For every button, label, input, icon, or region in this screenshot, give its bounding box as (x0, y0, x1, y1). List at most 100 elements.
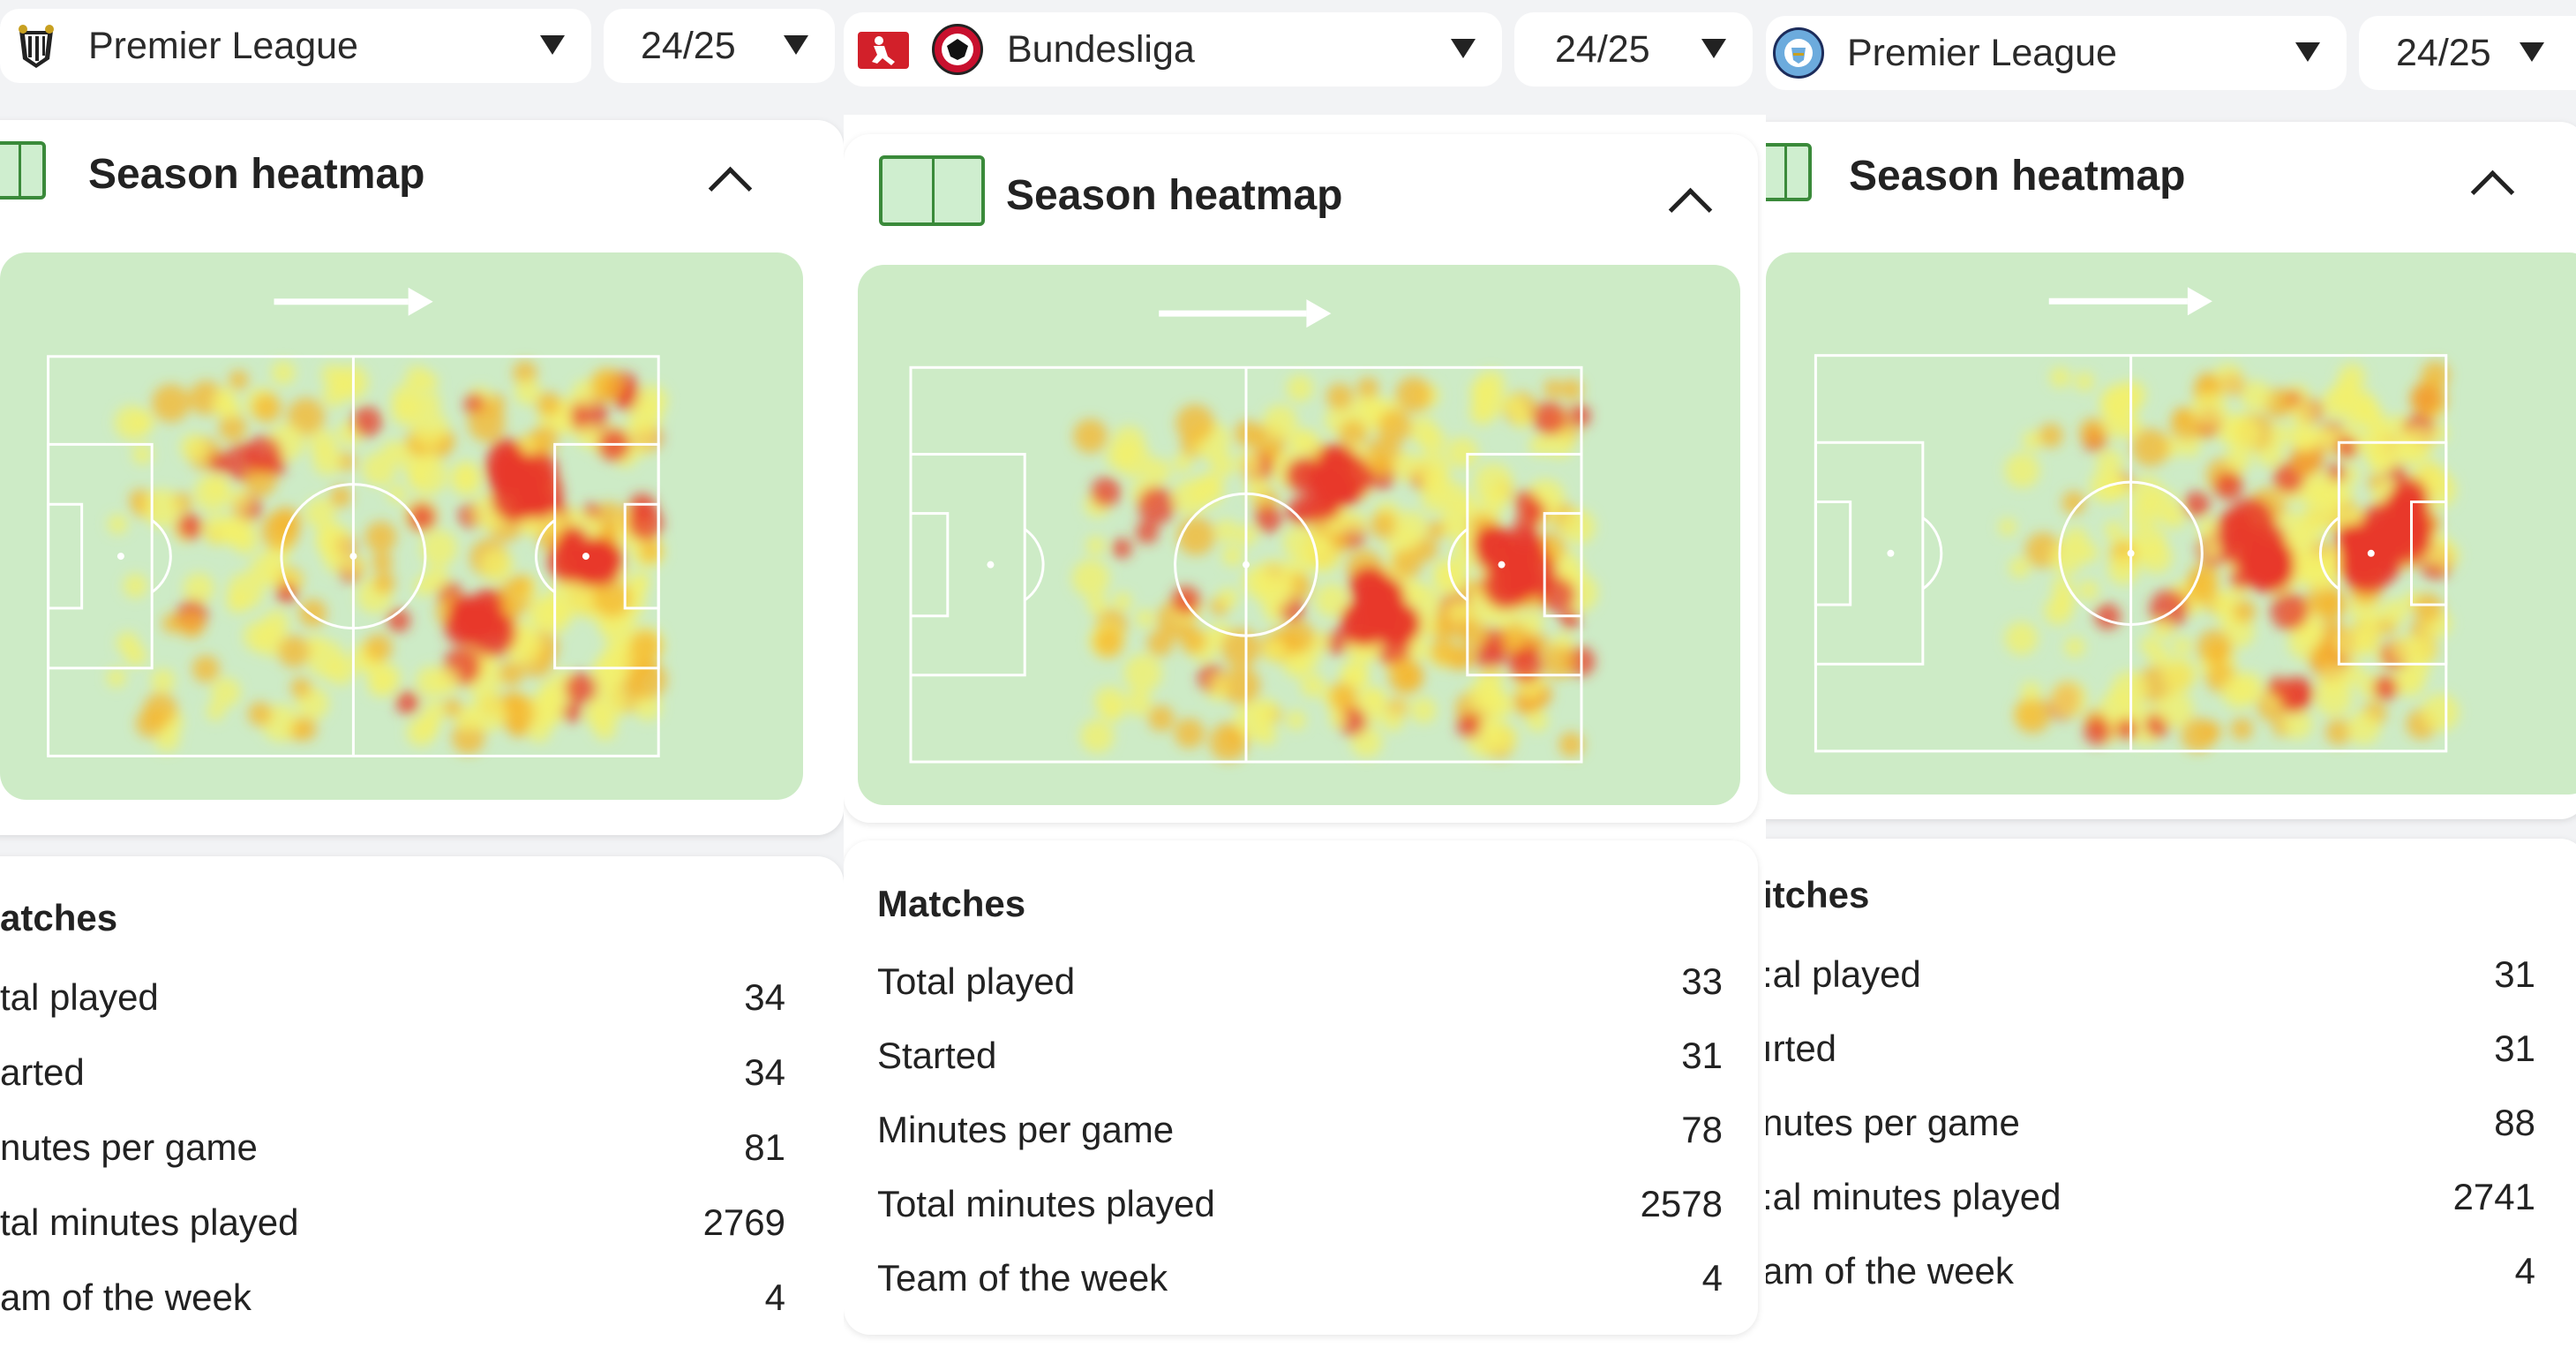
chevron-up-icon[interactable] (2470, 169, 2515, 215)
heat-spot (634, 693, 662, 721)
heat-spot (2421, 693, 2460, 732)
stat-value: 78 (1681, 1109, 1723, 1150)
heat-spot (2185, 571, 2219, 604)
heat-spot (629, 630, 662, 663)
chevron-up-icon[interactable] (708, 166, 753, 211)
heat-spot (2306, 581, 2342, 617)
heat-spot (1254, 505, 1282, 533)
heat-spot (1174, 718, 1205, 749)
stat-row-minutes-per-game: nutes per game 88 (1766, 1096, 2535, 1149)
league-dropdown[interactable]: Premier League (1766, 16, 2347, 90)
heat-spot (1446, 437, 1478, 469)
stat-row-total-played: Total played 33 (877, 955, 1723, 1008)
heat-spot (229, 370, 249, 390)
heat-spot (1473, 524, 1513, 564)
heat-spot (387, 608, 410, 633)
heat-spot (628, 400, 662, 433)
heat-spot (275, 582, 297, 604)
heat-spot (2039, 423, 2063, 448)
heat-spot (114, 405, 149, 441)
heat-spot (372, 571, 395, 594)
season-dropdown[interactable]: 24/25 (604, 9, 835, 83)
heat-spot (364, 634, 393, 662)
heat-spot (2062, 491, 2086, 515)
heat-spot (2156, 690, 2194, 728)
heat-spot (411, 410, 449, 447)
league-dropdown[interactable]: Bundesliga (844, 12, 1502, 87)
heat-spot (593, 579, 632, 618)
heat-spot (1282, 650, 1311, 678)
chevron-up-icon[interactable] (1668, 187, 1713, 232)
season-heatmap-card: Season heatmap (1766, 122, 2576, 819)
heat-spot (202, 514, 234, 545)
stat-label: Started (877, 1035, 997, 1076)
heat-spot (499, 695, 537, 734)
heat-spot (2183, 491, 2211, 518)
heat-spot (1332, 532, 1350, 552)
caret-down-icon (2295, 42, 2320, 62)
heat-spot (364, 521, 397, 554)
heat-spot (2115, 718, 2137, 741)
heat-spot (1303, 484, 1341, 523)
heat-spot (1217, 587, 1239, 609)
heat-spot (270, 506, 301, 538)
heat-spot (131, 444, 153, 465)
heat-spot (2131, 428, 2170, 467)
heat-spot (1315, 584, 1348, 617)
heat-spot (1173, 453, 1192, 473)
stat-value: 31 (2494, 953, 2535, 995)
heatmap-title: Season heatmap (1849, 153, 2186, 200)
heat-spot (2096, 449, 2123, 477)
heat-spot (1146, 629, 1174, 657)
heat-spot (1350, 670, 1369, 689)
heat-spot (1532, 401, 1567, 436)
heatmap-pitch (1766, 252, 2576, 794)
heat-spot (1145, 458, 1171, 485)
league-dropdown[interactable]: Premier League (0, 9, 591, 83)
pitch-icon (0, 141, 46, 200)
caret-down-icon (1701, 39, 1726, 58)
stat-row-total-played: :al played 31 (1766, 948, 2535, 1001)
heat-spot (1392, 548, 1423, 579)
season-dropdown[interactable]: 24/25 (1514, 12, 1753, 87)
heat-spot (2004, 621, 2039, 655)
league-name: Bundesliga (1007, 27, 1195, 71)
heat-spot (2161, 657, 2197, 692)
heat-spot (519, 475, 545, 501)
stat-value: 34 (744, 1051, 785, 1093)
heat-spot (329, 486, 352, 508)
heat-spot (2241, 380, 2272, 411)
heat-spot (1378, 409, 1412, 444)
heat-spot (561, 702, 582, 723)
heat-spot (1471, 385, 1505, 418)
heat-spot (2084, 717, 2112, 746)
heat-spot (2044, 597, 2073, 626)
heat-spot (1560, 509, 1596, 545)
heat-spot (2152, 618, 2174, 640)
heat-spot (176, 513, 203, 540)
season-dropdown[interactable]: 24/25 (2359, 16, 2576, 90)
heat-spot (211, 677, 241, 708)
heat-spot (2049, 540, 2084, 575)
six-yard-box-left (909, 512, 950, 618)
heat-spot (312, 446, 343, 476)
heat-spot (2309, 471, 2335, 498)
heat-spot (1209, 673, 1228, 692)
heat-spot (2020, 682, 2041, 702)
matches-card: itches :al played 31 ırted 31 nutes per ga… (1766, 839, 2576, 1348)
stat-row-minutes-per-game: Minutes per game 78 (877, 1103, 1723, 1156)
stat-row-total-played: tal played 34 (0, 971, 785, 1024)
caret-down-icon[interactable] (1451, 39, 1476, 58)
heat-spot (322, 383, 346, 408)
heat-spot (419, 373, 439, 392)
heat-spot (514, 379, 541, 405)
heat-spot (1543, 427, 1575, 459)
heat-spot (2405, 635, 2436, 666)
stat-row-started: arted 34 (0, 1046, 785, 1099)
heat-spot (1091, 477, 1121, 508)
heat-spot (2391, 478, 2429, 515)
heat-spot (2022, 430, 2043, 451)
heat-spot (2373, 675, 2399, 701)
heat-spot (1224, 727, 1243, 747)
stat-label: nutes per game (0, 1126, 258, 1168)
